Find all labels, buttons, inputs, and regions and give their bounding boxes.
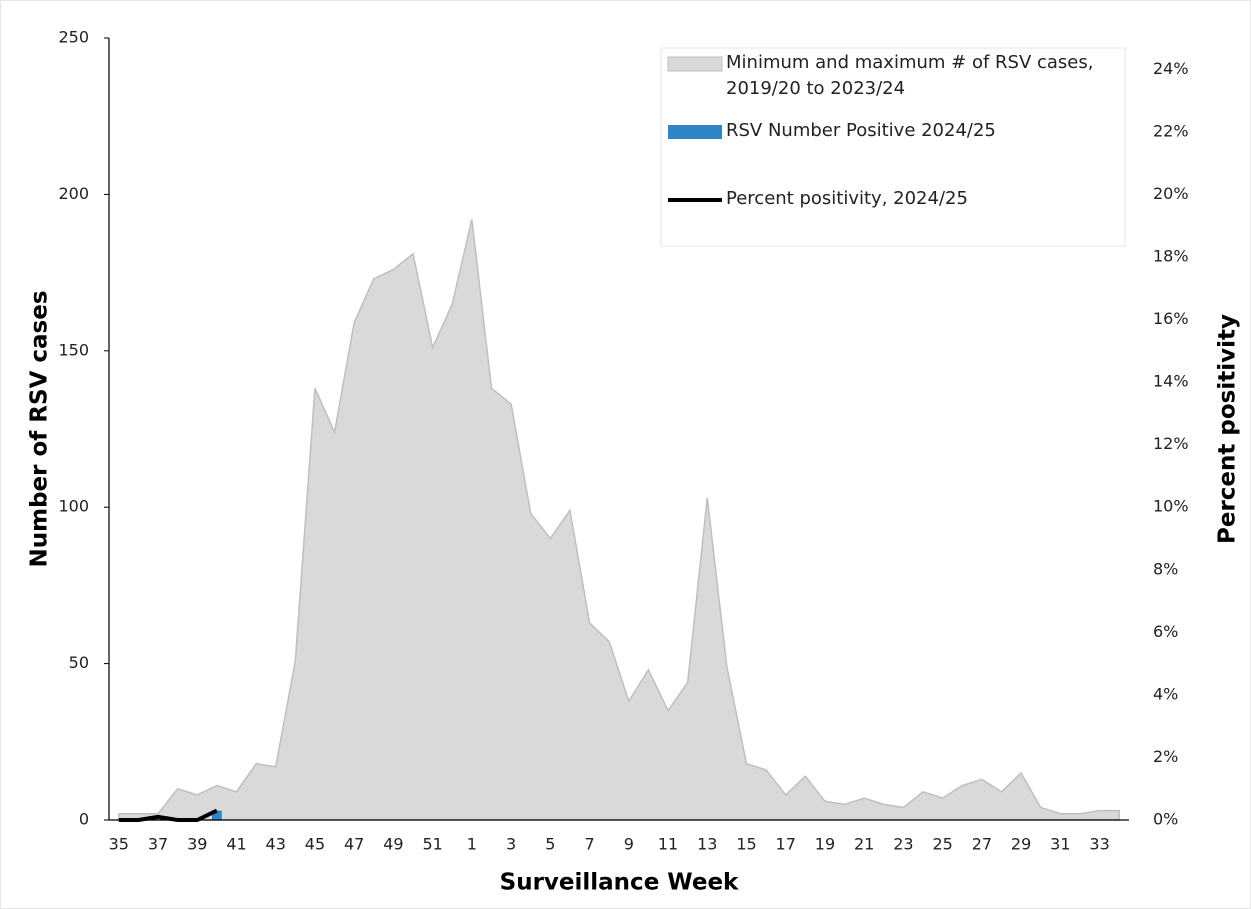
legend-label: Percent positivity, 2024/25 [726,188,968,209]
legend-label: Minimum and maximum # of RSV cases, 2019… [726,52,1094,99]
y-tick-label: 200 [58,184,89,203]
y2-tick-label: 10% [1153,497,1189,516]
y-axis-title: Number of RSV cases [27,290,53,567]
y-tick-label: 250 [58,28,89,47]
y2-tick-label: 22% [1153,121,1189,140]
y2-tick-label: 14% [1153,372,1189,391]
legend-swatch [668,125,722,139]
y-tick-label: 150 [58,340,89,359]
y2-tick-label: 2% [1153,747,1178,766]
x-tick-label: 19 [815,835,835,854]
x-tick-label: 37 [148,835,168,854]
x-tick-label: 47 [344,835,364,854]
x-tick-label: 9 [624,835,634,854]
x-tick-label: 31 [1050,835,1070,854]
area [118,219,1120,821]
x-tick-label: 51 [422,835,442,854]
y-tick-label: 50 [69,653,89,672]
x-tick-label: 43 [266,835,286,854]
legend-swatch [667,56,723,72]
x-tick-label: 21 [854,835,874,854]
y-tick-label: 100 [58,497,89,516]
x-tick-label: 3 [506,835,516,854]
legend-entry: RSV Number Positive 2024/25 [726,120,996,141]
y2-tick-label: 6% [1153,622,1178,641]
x-tick-label: 15 [736,835,756,854]
x-tick-label: 13 [697,835,717,854]
y2-tick-label: 20% [1153,184,1189,203]
x-tick-label: 25 [932,835,952,854]
y2-tick-label: 8% [1153,559,1178,578]
x-tick-label: 1 [467,835,477,854]
x-tick-label: 23 [893,835,913,854]
x-tick-label: 45 [305,835,325,854]
y2-tick-label: 18% [1153,246,1189,265]
y2-axis-title: Percent positivity [1215,314,1241,544]
x-tick-label: 7 [584,835,594,854]
legend-box [660,47,1126,247]
legend-entry: Minimum and maximum # of RSV cases, 2019… [726,52,1094,99]
x-tick-label: 5 [545,835,555,854]
x-tick-label: 33 [1089,835,1109,854]
legend-label: RSV Number Positive 2024/25 [726,120,996,141]
x-tick-label: 39 [187,835,207,854]
x-tick-label: 35 [109,835,129,854]
y-tick-label: 0 [79,810,89,829]
y2-tick-label: 24% [1153,59,1189,78]
y2-tick-label: 12% [1153,434,1189,453]
x-tick-label: 41 [226,835,246,854]
y2-tick-label: 0% [1153,810,1178,829]
x-tick-label: 17 [776,835,796,854]
y2-tick-label: 4% [1153,684,1178,703]
bar [211,810,222,820]
x-tick-label: 11 [658,835,678,854]
x-axis-title: Surveillance Week [500,870,739,896]
y2-tick-label: 16% [1153,309,1189,328]
x-tick-label: 29 [1011,835,1031,854]
x-tick-label: 49 [383,835,403,854]
x-tick-label: 27 [972,835,992,854]
legend-entry: Percent positivity, 2024/25 [726,188,968,209]
